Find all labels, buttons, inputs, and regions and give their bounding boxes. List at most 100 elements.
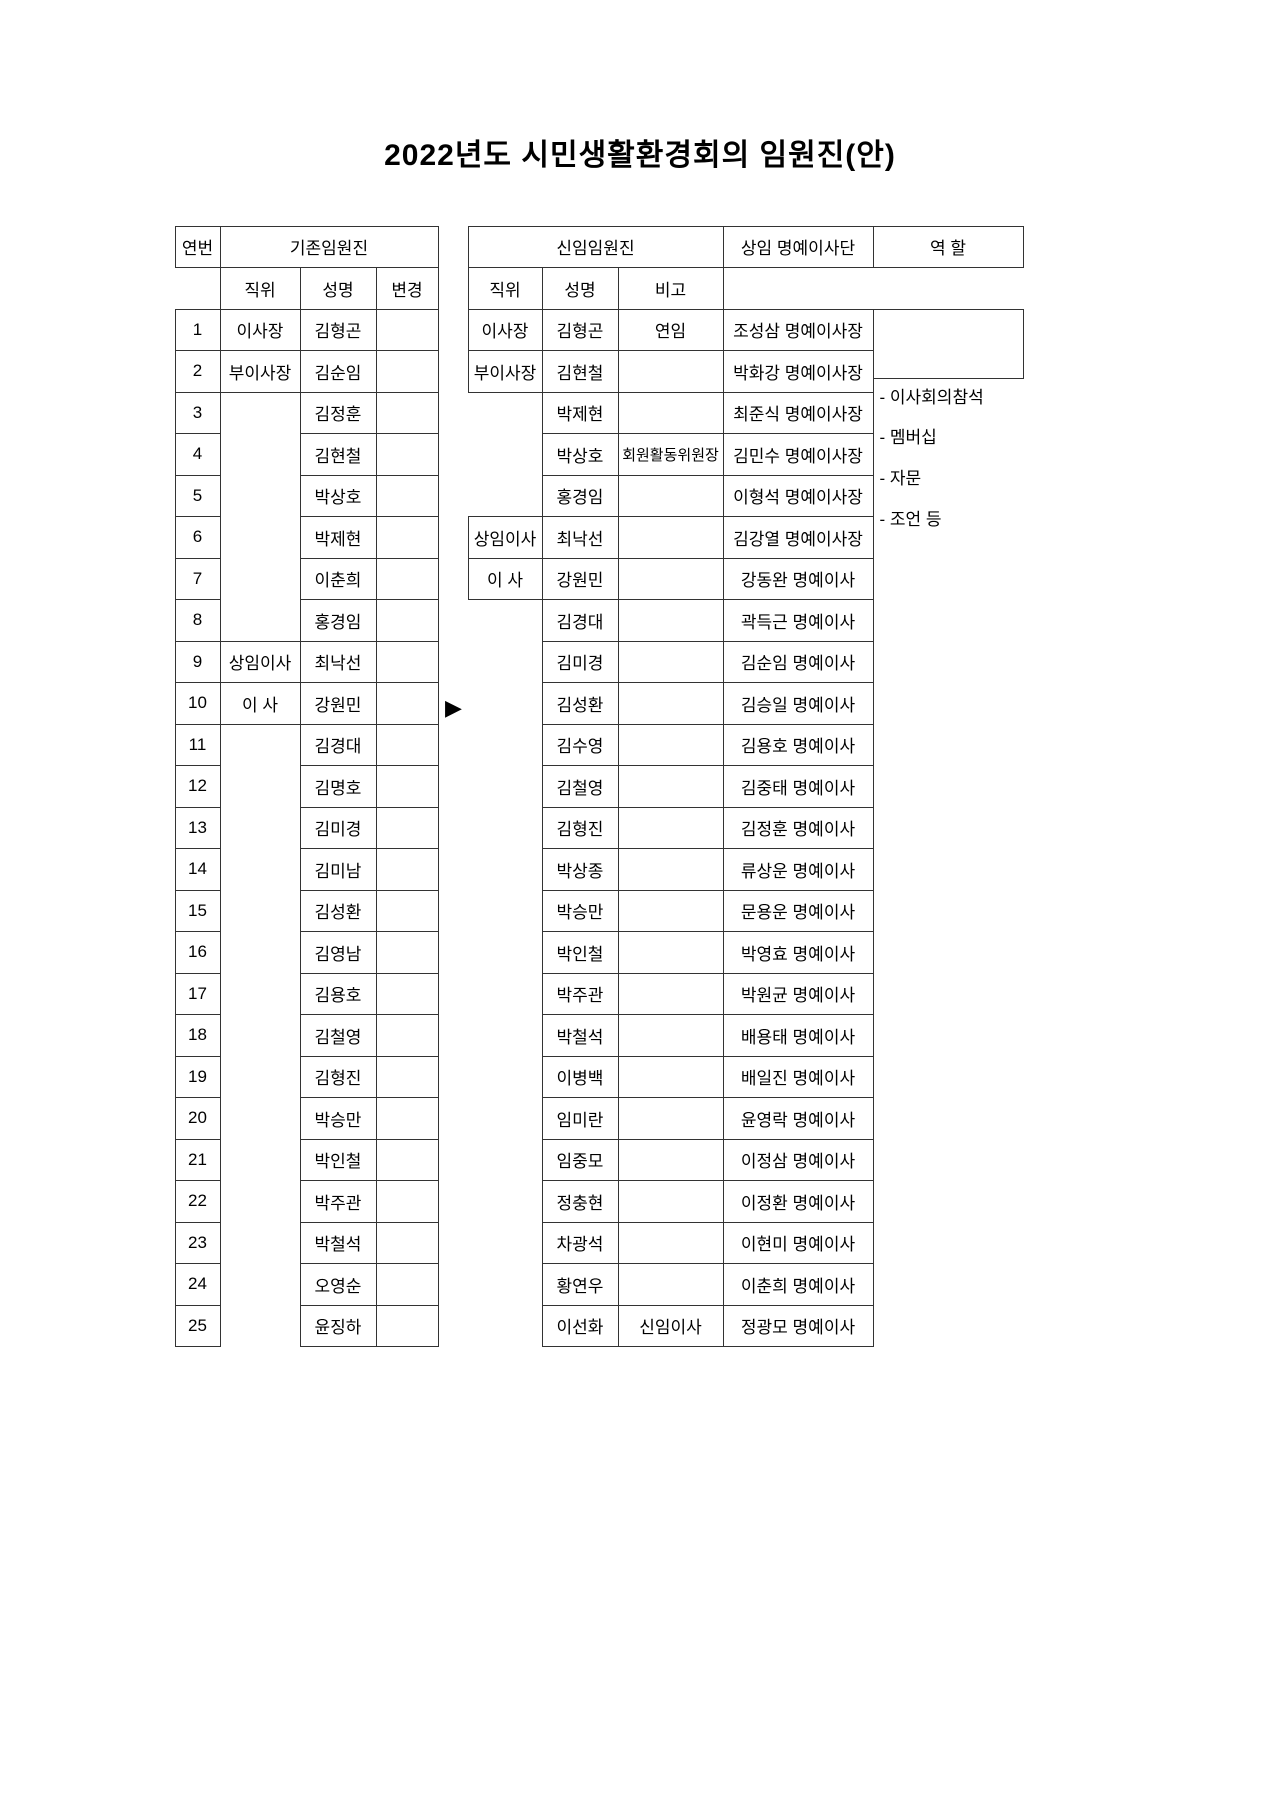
cell-old-name: 김영남 <box>300 931 377 974</box>
cell-new-name: 박인철 <box>542 931 619 974</box>
cell-note: 회원활동위원장 <box>618 433 724 476</box>
cell-change <box>376 890 439 933</box>
cell-change <box>376 1180 439 1223</box>
hdr-no: 연번 <box>175 226 221 269</box>
cell-old-name: 박제현 <box>300 516 377 559</box>
page-title: 2022년도 시민생활환경회의 임원진(안) <box>175 130 1105 174</box>
cell-note <box>618 848 724 891</box>
cell-note <box>618 1180 724 1223</box>
cell-old-name: 김순임 <box>300 350 377 393</box>
cell-note <box>618 682 724 725</box>
cell-new-name: 박승만 <box>542 890 619 933</box>
cell-new-name: 김미경 <box>542 641 619 684</box>
cell-note: 신임이사 <box>618 1305 724 1348</box>
cell-change <box>376 558 439 601</box>
cell-change <box>376 765 439 808</box>
cell-old-name: 박주관 <box>300 1180 377 1223</box>
cell-old-name: 최낙선 <box>300 641 377 684</box>
cell-no: 18 <box>175 1014 221 1057</box>
cell-old-name: 강원민 <box>300 682 377 725</box>
cell-honorary: 이춘희 명예이사 <box>723 1263 874 1306</box>
cell-new-name: 홍경임 <box>542 475 619 518</box>
role-item: - 조언 등 <box>880 500 942 541</box>
cell-change <box>376 433 439 476</box>
cell-no: 24 <box>175 1263 221 1306</box>
cell-no: 5 <box>175 475 221 518</box>
hdr-new-group: 신임임원진 <box>468 226 724 269</box>
cell-no: 17 <box>175 973 221 1016</box>
cell-no: 6 <box>175 516 221 559</box>
cell-new-pos-standing: 상임이사 <box>468 516 543 559</box>
cell-change <box>376 1263 439 1306</box>
cell-old-name: 박철석 <box>300 1222 377 1265</box>
cell-change <box>376 931 439 974</box>
cell-honorary: 강동완 명예이사 <box>723 558 874 601</box>
cell-change <box>376 1056 439 1099</box>
cell-change <box>376 1305 439 1348</box>
cell-old-name: 김미경 <box>300 807 377 850</box>
cell-note <box>618 516 724 559</box>
cell-honorary: 박화강 명예이사장 <box>723 350 874 393</box>
cell-change <box>376 350 439 393</box>
cell-honorary: 최준식 명예이사장 <box>723 392 874 435</box>
cell-honorary: 김승일 명예이사 <box>723 682 874 725</box>
cell-note <box>618 350 724 393</box>
cell-change <box>376 1097 439 1140</box>
cell-no: 10 <box>175 682 221 725</box>
hdr-note: 비고 <box>618 267 724 310</box>
cell-old-name: 이춘희 <box>300 558 377 601</box>
cell-no: 21 <box>175 1139 221 1182</box>
cell-old-name: 김성환 <box>300 890 377 933</box>
hdr-honorary: 상임 명예이사단 <box>723 226 874 269</box>
cell-honorary: 김민수 명예이사장 <box>723 433 874 476</box>
cell-honorary: 이정환 명예이사 <box>723 1180 874 1223</box>
cell-new-name: 임미란 <box>542 1097 619 1140</box>
cell-old-name: 김현철 <box>300 433 377 476</box>
cell-no: 7 <box>175 558 221 601</box>
cell-old-name: 윤징하 <box>300 1305 377 1348</box>
arrow-icon: ▶ <box>445 695 462 721</box>
cell-old-name: 오영순 <box>300 1263 377 1306</box>
cell-old-name: 김명호 <box>300 765 377 808</box>
cell-old-name: 김형진 <box>300 1056 377 1099</box>
role-item: - 자문 <box>880 459 922 500</box>
cell-no: 23 <box>175 1222 221 1265</box>
cell-honorary: 김순임 명예이사 <box>723 641 874 684</box>
cell-honorary: 이형석 명예이사장 <box>723 475 874 518</box>
cell-no: 3 <box>175 392 221 435</box>
roster-table: 연번 기존임원진 신임임원진 상임 명예이사단 역 할 직위 성명 변경 직위 … <box>175 226 1105 1347</box>
hdr-role: 역 할 <box>873 226 1024 269</box>
cell-note <box>618 1139 724 1182</box>
cell-note <box>618 599 724 642</box>
cell-honorary: 김중태 명예이사 <box>723 765 874 808</box>
cell-note <box>618 807 724 850</box>
cell-no: 20 <box>175 1097 221 1140</box>
cell-no: 11 <box>175 724 221 767</box>
hdr-change: 변경 <box>376 267 439 310</box>
cell-honorary: 배일진 명예이사 <box>723 1056 874 1099</box>
cell-new-name: 박철석 <box>542 1014 619 1057</box>
cell-note <box>618 475 724 518</box>
cell-honorary: 김강열 명예이사장 <box>723 516 874 559</box>
cell-no: 12 <box>175 765 221 808</box>
cell-change <box>376 1222 439 1265</box>
cell-change <box>376 724 439 767</box>
cell-new-name: 강원민 <box>542 558 619 601</box>
cell-new-name: 차광석 <box>542 1222 619 1265</box>
cell-note <box>618 558 724 601</box>
cell-new-name: 김수영 <box>542 724 619 767</box>
cell-old-name: 김철영 <box>300 1014 377 1057</box>
cell-no: 14 <box>175 848 221 891</box>
cell-no: 9 <box>175 641 221 684</box>
cell-old-pos-vice: 부이사장 <box>220 350 301 393</box>
cell-old-name: 김형곤 <box>300 309 377 352</box>
cell-change <box>376 973 439 1016</box>
hdr-new-name: 성명 <box>542 267 619 310</box>
cell-new-name: 박제현 <box>542 392 619 435</box>
hdr-new-position: 직위 <box>468 267 543 310</box>
cell-new-name: 이병백 <box>542 1056 619 1099</box>
cell-new-name: 박주관 <box>542 973 619 1016</box>
cell-note <box>618 1014 724 1057</box>
cell-old-name: 박상호 <box>300 475 377 518</box>
cell-no: 2 <box>175 350 221 393</box>
